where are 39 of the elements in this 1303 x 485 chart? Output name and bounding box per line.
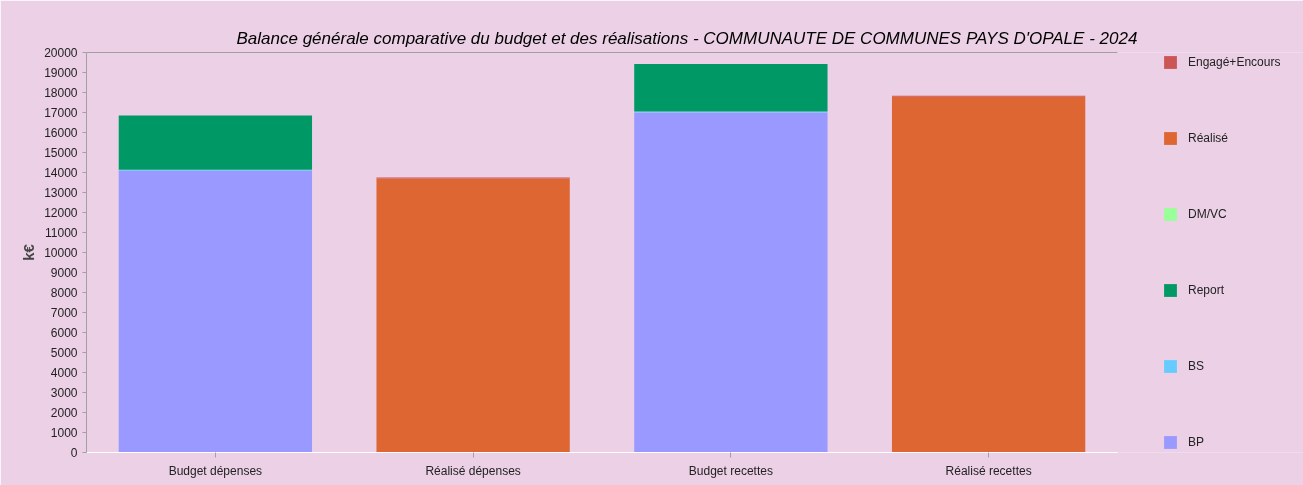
y-tick-label: 15000 [44, 146, 78, 160]
x-tick-label: Budget dépenses [168, 463, 263, 478]
y-tick-label: 18000 [44, 86, 78, 100]
bar [118, 170, 313, 453]
y-tick-label: 2000 [50, 406, 78, 420]
bar [634, 64, 828, 112]
legend-label: BP [1188, 434, 1205, 450]
y-tick-label: 20000 [44, 46, 78, 60]
y-tick-label: 12000 [44, 206, 78, 220]
y-tick-label: 3000 [50, 386, 78, 400]
chart-title: Balance générale comparative du budget et des réalisations - COMMUNAUTE DE COMMUNES PAYS D'OPALE - 2024 [236, 28, 1138, 48]
legend-label: Engagé+Encours [1188, 54, 1281, 70]
bar [634, 112, 828, 453]
legend-label: Réalisé [1188, 130, 1229, 146]
y-tick-label: 6000 [50, 326, 78, 340]
legend-label: BS [1188, 358, 1205, 374]
x-tick-label: Budget recettes [688, 463, 773, 478]
y-tick-label: 8000 [50, 286, 78, 300]
y-tick-label: 11000 [45, 226, 78, 240]
x-tick-label: Réalisé recettes [945, 463, 1032, 478]
y-axis-title: k€ [20, 243, 38, 261]
x-tick-label: Réalisé dépenses [425, 463, 521, 478]
y-tick-label: 16000 [44, 126, 78, 140]
bar [118, 115, 313, 170]
y-tick-label: 10000 [44, 246, 78, 260]
y-tick-label: 7000 [50, 306, 78, 320]
legend-label: Report [1188, 282, 1225, 298]
y-tick-label: 5000 [50, 346, 78, 360]
y-tick-label: 4000 [50, 366, 78, 380]
y-tick-label: 0 [70, 446, 78, 460]
legend-label: DM/VC [1188, 206, 1227, 222]
y-tick-label: 14000 [44, 166, 78, 180]
bar [376, 178, 570, 453]
y-tick-label: 9000 [50, 266, 78, 280]
y-tick-label: 17000 [44, 106, 78, 120]
y-tick-label: 1000 [50, 426, 78, 440]
bar [891, 96, 1086, 453]
y-tick-label: 19000 [44, 66, 78, 80]
y-tick-label: 13000 [44, 186, 78, 200]
